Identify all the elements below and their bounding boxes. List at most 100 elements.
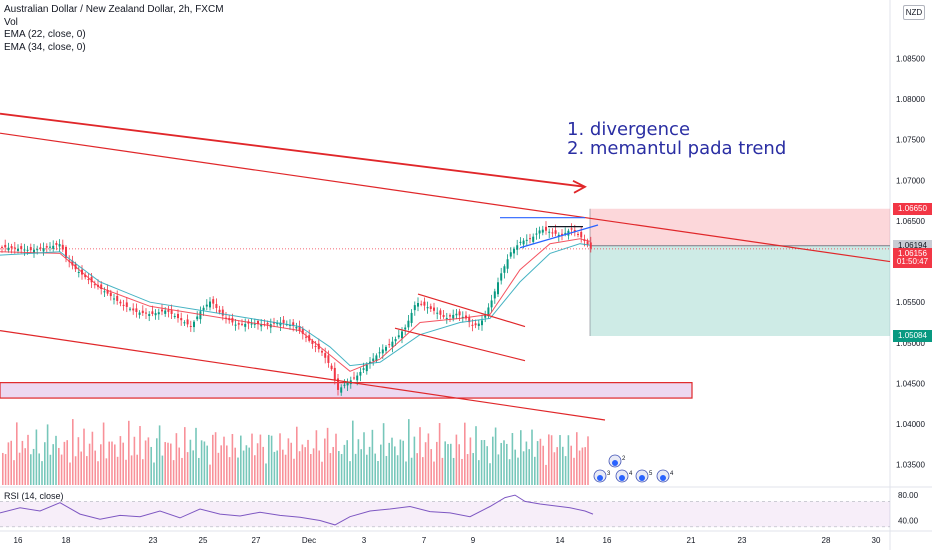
candle-body [397,335,400,338]
volume-bar [587,436,589,485]
drawn-trendline-1[interactable] [0,132,891,263]
volume-bar [139,426,141,485]
symbol-title[interactable]: Australian Dollar / New Zealand Dollar, … [4,4,224,15]
event-badge[interactable]: 3 [593,469,611,483]
candle-body [141,310,144,314]
text-annotation[interactable]: 1. divergence 2. memantul pada trend [567,120,786,158]
candle [461,311,464,323]
volume-bar [234,447,236,485]
candle-body [167,309,170,312]
candle-body [525,239,528,241]
candle [39,243,42,252]
candle-body [564,232,567,234]
support-zone-rectangle[interactable] [0,382,693,399]
candle-body [221,309,224,316]
time-axis-tick: 16 [14,536,23,545]
candle [378,347,381,358]
candle [321,349,323,357]
volume-bar [296,426,298,485]
volume-bar [525,441,528,485]
candle-body [522,240,525,245]
candle [426,301,429,314]
ema22-indicator-label[interactable]: EMA (22, close, 0) [4,29,86,40]
event-badge[interactable]: 5 [635,469,653,483]
drawn-trendline-6[interactable] [519,224,599,249]
candle [541,225,544,236]
volume-bar [508,459,511,485]
drawn-arrow-0[interactable] [0,112,586,188]
time-axis-tick: 16 [603,536,612,545]
candle-body [455,313,458,316]
candle-body [516,245,519,250]
volume-bar [32,448,35,485]
volume-bar [402,440,404,485]
event-badge[interactable]: 4 [615,469,633,483]
candle-body [84,274,87,278]
rsi-indicator-label[interactable]: RSI (14, close) [4,491,64,501]
ema34-indicator-label[interactable]: EMA (34, close, 0) [4,41,86,53]
volume-bar [466,454,469,485]
volume-bar [69,462,71,485]
volume-bar [318,450,320,485]
volume-bar [102,422,105,485]
volume-bar [363,432,365,485]
candle [135,303,138,318]
candle [391,336,394,353]
candle-body [241,323,243,325]
candle [519,237,522,246]
volume-bar [2,452,4,485]
candle [455,309,458,320]
candle [154,309,157,320]
candle-body [61,244,64,250]
candle-body [65,246,67,258]
volume-bar [268,434,270,485]
time-axis-tick: Dec [302,536,316,545]
candle-body [189,325,192,327]
candle-body [420,303,423,305]
drawn-trendline-3[interactable] [417,293,526,328]
candle [551,228,554,238]
candle-body [442,315,445,317]
volume-bar [72,419,74,485]
candle [532,233,535,245]
volume-bar [66,440,68,485]
volume-bar [447,444,449,485]
candle [279,316,282,332]
volume-bar [567,435,570,485]
volume-bar [290,442,292,485]
volume-bar [494,427,497,485]
candle [186,314,189,328]
candle-body [260,324,263,327]
currency-button[interactable]: NZD [903,5,925,20]
volume-bar [273,451,276,485]
volume-bar [147,437,150,485]
candle [337,374,339,396]
volume-bar [276,450,278,485]
price-axis-tick: 1.05000 [896,339,925,348]
volume-bar [399,439,402,485]
time-axis-tick: 23 [738,536,747,545]
volume-bar [436,441,438,485]
volume-bar [97,461,99,485]
event-badge[interactable]: 2 [608,454,626,468]
volume-bar [500,442,502,485]
drawn-trendline-2[interactable] [0,330,606,421]
candle-body [100,284,103,290]
volume-indicator-label[interactable]: Vol [4,16,18,28]
event-icon-dot [597,475,603,481]
volume-bar [7,442,10,485]
volume-bar [506,443,508,485]
volume-bar [326,427,329,485]
candle-body [346,382,349,386]
volume-bar [245,445,248,485]
candle-body [401,331,403,339]
volume-bar [170,443,172,485]
event-badge[interactable]: 4 [656,469,674,483]
candle [589,236,592,253]
drawn-trendline-4[interactable] [394,327,526,362]
candle [148,311,151,322]
candle-body [513,248,515,254]
volume-bar [21,440,24,485]
candle-body [36,249,39,251]
